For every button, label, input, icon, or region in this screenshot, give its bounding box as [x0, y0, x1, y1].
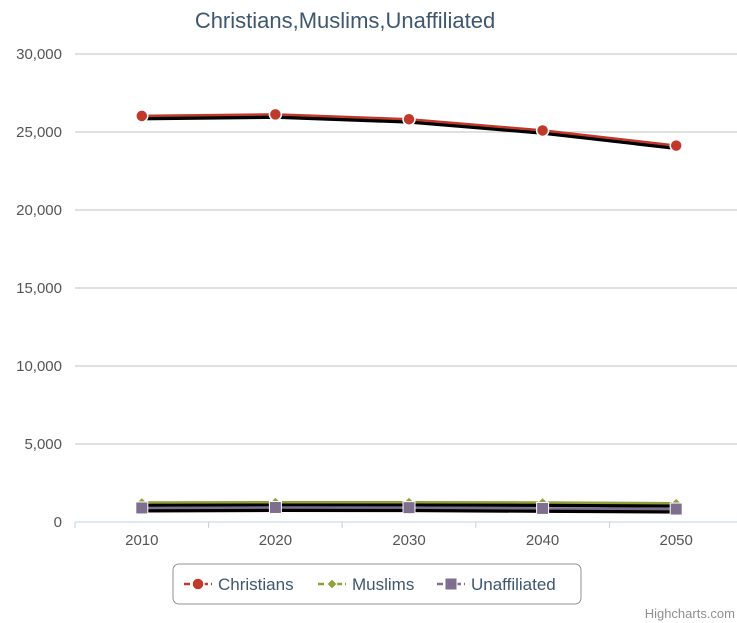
legend-item-muslims[interactable]: Muslims: [318, 575, 414, 594]
x-tick-label: 2020: [259, 532, 292, 549]
grid: [75, 53, 737, 445]
series-area: [135, 107, 683, 516]
legend-label[interactable]: Muslims: [352, 575, 414, 594]
data-point[interactable]: [535, 123, 550, 138]
x-tick-label: 2040: [526, 532, 559, 549]
data-point[interactable]: [135, 501, 149, 515]
y-tick-label: 30,000: [16, 46, 62, 63]
data-point[interactable]: [268, 500, 282, 514]
data-point[interactable]: [669, 138, 683, 153]
data-point[interactable]: [536, 501, 550, 515]
credit-label[interactable]: Highcharts.com: [645, 606, 735, 621]
data-point[interactable]: [669, 502, 683, 516]
x-tick-label: 2050: [660, 532, 693, 549]
y-tick-label: 25,000: [16, 124, 62, 141]
series-unaffiliated: [135, 500, 683, 516]
y-tick-label: 15,000: [16, 280, 62, 297]
y-tick-label: 20,000: [16, 202, 62, 219]
data-point[interactable]: [268, 107, 283, 122]
series-christians: [135, 107, 683, 153]
legend-label[interactable]: Christians: [218, 575, 294, 594]
data-point[interactable]: [135, 109, 149, 123]
legend-box: [172, 563, 582, 605]
data-point[interactable]: [402, 501, 416, 515]
y-tick-label: 10,000: [16, 358, 62, 375]
x-tick-label: 2030: [392, 532, 425, 549]
legend-item-christians[interactable]: Christians: [184, 575, 294, 594]
y-tick-label: 5,000: [24, 436, 62, 453]
legend-label[interactable]: Unaffiliated: [471, 575, 556, 594]
y-tick-label: 0: [54, 514, 62, 531]
legend[interactable]: Christians Muslims Unaffiliated: [172, 563, 582, 605]
data-point[interactable]: [402, 112, 416, 126]
legend-marker[interactable]: [444, 577, 458, 591]
y-axis: 0 5,000 10,000 15,000 20,000 25,000 30,000: [16, 46, 62, 531]
legend-marker[interactable]: [326, 578, 338, 590]
x-tick-label: 2010: [125, 532, 158, 549]
legend-item-unaffiliated[interactable]: Unaffiliated: [437, 575, 556, 594]
chart-title: Christians,Muslims,Unaffiliated: [195, 8, 495, 33]
legend-marker[interactable]: [191, 577, 205, 591]
x-axis: 2010 2020 2030 2040 2050: [74, 521, 737, 549]
